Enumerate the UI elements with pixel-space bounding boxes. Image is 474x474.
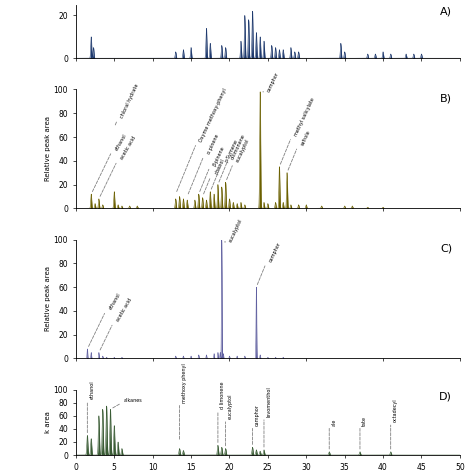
Text: ethanol: ethanol — [114, 133, 128, 151]
Text: ethanol: ethanol — [108, 292, 122, 311]
Text: B): B) — [440, 93, 452, 103]
Text: camphor: camphor — [268, 241, 282, 264]
Text: camphor: camphor — [266, 71, 280, 93]
Text: D): D) — [439, 392, 452, 401]
Text: d-limonene: d-limonene — [230, 134, 246, 161]
Text: eucalyptol: eucalyptol — [228, 218, 243, 243]
Text: tate: tate — [362, 416, 367, 426]
Y-axis label: Relative peak area: Relative peak area — [45, 117, 51, 182]
Text: chloral hydrate: chloral hydrate — [120, 83, 140, 119]
Text: α pinene: α pinene — [207, 133, 220, 155]
Text: methyl salicylate: methyl salicylate — [294, 97, 316, 137]
Text: camphor: camphor — [255, 404, 260, 426]
Text: C): C) — [440, 243, 452, 253]
Text: levomenthol: levomenthol — [266, 386, 271, 417]
Text: octadecyl: octadecyl — [393, 399, 398, 422]
Text: p-Symene: p-Symene — [224, 138, 239, 163]
Text: acetic acid: acetic acid — [116, 298, 133, 323]
Text: Oxyme methoxy-phenyl: Oxyme methoxy-phenyl — [199, 88, 228, 143]
Text: ethanol: ethanol — [90, 381, 95, 400]
Text: safrole: safrole — [300, 129, 311, 146]
Text: phenol: phenol — [214, 158, 225, 175]
Text: eucalyptol: eucalyptol — [228, 393, 233, 419]
Text: eucalyptol: eucalyptol — [236, 138, 251, 163]
Y-axis label: Relative peak area: Relative peak area — [45, 266, 51, 331]
Text: acetic acid: acetic acid — [119, 136, 137, 161]
Text: β-pinene: β-pinene — [212, 145, 226, 167]
Text: ale: ale — [331, 418, 337, 426]
Text: d limonene: d limonene — [220, 382, 225, 409]
Text: methoxy phenyl: methoxy phenyl — [182, 363, 187, 403]
Text: A): A) — [440, 6, 452, 16]
Text: alkanes: alkanes — [124, 398, 143, 403]
Y-axis label: k area: k area — [45, 411, 51, 433]
